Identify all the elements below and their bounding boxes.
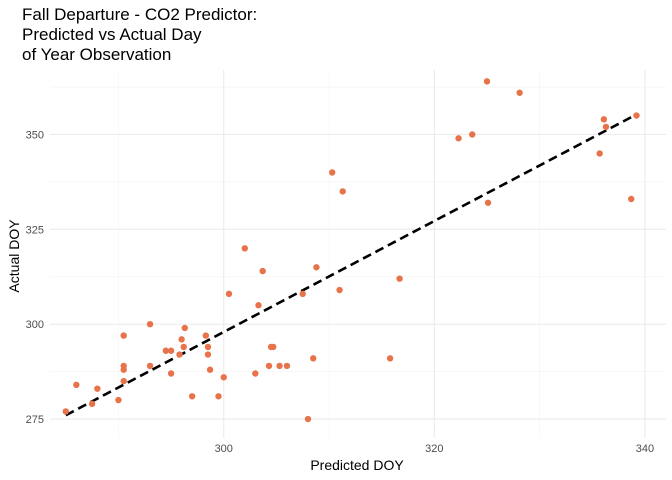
data-point (115, 396, 122, 404)
chart-title-line-3: of Year Observation (22, 45, 171, 64)
data-point (167, 347, 175, 354)
y-tick-label: 350 (26, 129, 44, 141)
data-point (162, 347, 170, 354)
data-point (241, 245, 249, 252)
data-point (252, 370, 259, 377)
data-point (386, 355, 394, 362)
data-point (339, 188, 346, 195)
y-tick-label: 300 (26, 319, 44, 331)
data-point (259, 267, 266, 275)
data-point (220, 374, 227, 381)
data-point (600, 116, 608, 123)
data-point (188, 393, 196, 400)
data-point (483, 78, 491, 85)
data-point (313, 264, 320, 271)
data-point (225, 290, 233, 298)
data-point (146, 362, 154, 370)
data-point (167, 370, 175, 377)
data-point (628, 195, 635, 203)
data-point (94, 385, 101, 392)
data-point (270, 343, 277, 351)
plot-grid (50, 70, 666, 438)
chart-title-line-1: Fall Departure - CO2 Predictor: (22, 5, 257, 24)
data-point (255, 302, 262, 309)
data-point (178, 336, 185, 343)
data-point (283, 362, 291, 370)
data-point (146, 320, 154, 328)
reference-line (65, 114, 636, 417)
data-points (62, 78, 640, 423)
y-axis-title: Actual DOY (6, 219, 22, 293)
x-tick-label: 340 (636, 443, 654, 455)
data-point (596, 150, 603, 157)
data-point (88, 400, 96, 408)
x-axis-tick-labels: 300 320 340 (215, 443, 655, 455)
data-point (181, 324, 188, 332)
data-point (120, 332, 127, 339)
data-point (602, 123, 610, 131)
data-point (396, 275, 403, 282)
chart-title: Fall Departure - CO2 Predictor: Predicte… (22, 5, 257, 64)
data-point (62, 408, 69, 415)
data-point (204, 343, 212, 351)
x-tick-label: 300 (215, 443, 233, 455)
data-point (176, 351, 183, 358)
x-tick-label: 320 (425, 443, 443, 455)
chart-title-line-2: Predicted vs Actual Day (22, 25, 202, 44)
data-point (120, 377, 127, 385)
data-point (73, 381, 80, 389)
data-point (180, 343, 187, 351)
data-point (215, 393, 222, 400)
data-point (455, 135, 462, 142)
x-axis-title: Predicted DOY (310, 457, 404, 473)
data-point (310, 355, 317, 362)
data-point (265, 362, 273, 370)
data-point (469, 131, 476, 138)
y-tick-label: 325 (26, 224, 44, 236)
data-point (204, 351, 212, 358)
data-point (304, 415, 312, 423)
data-point (276, 362, 283, 370)
data-point (120, 362, 127, 370)
data-point (202, 332, 210, 339)
data-point (329, 169, 336, 176)
data-point (516, 89, 523, 96)
y-tick-label: 275 (26, 414, 44, 426)
data-point (633, 112, 640, 119)
y-axis-tick-labels: 275 300 325 350 (26, 129, 44, 426)
data-point (206, 366, 214, 373)
data-point (336, 286, 343, 294)
data-point (484, 199, 492, 206)
data-point (299, 290, 306, 298)
